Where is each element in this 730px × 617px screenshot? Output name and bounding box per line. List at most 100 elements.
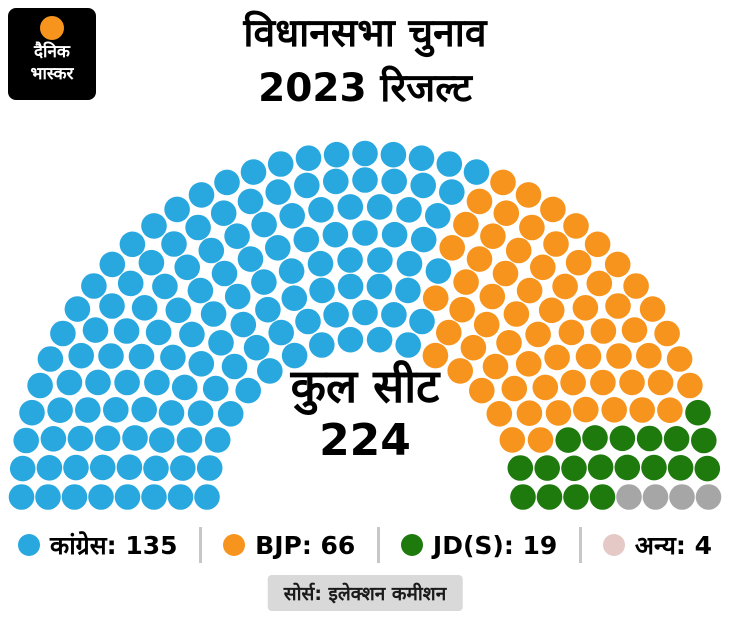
- seat-dot: [575, 343, 602, 370]
- seat-dot: [558, 319, 585, 346]
- seat-dot: [255, 296, 281, 323]
- seat-dot: [295, 308, 321, 335]
- legend-label: अन्य: 4: [634, 531, 712, 560]
- seat-dot: [493, 200, 520, 226]
- seat-dot: [224, 283, 251, 310]
- seat-dot: [565, 249, 592, 276]
- seat-dot: [619, 369, 645, 396]
- seat-dot: [171, 374, 198, 401]
- seat-dot: [267, 151, 294, 177]
- seat-dot: [295, 145, 322, 171]
- legend-dot: [18, 534, 40, 556]
- seat-dot: [8, 484, 35, 510]
- seat-dot: [422, 285, 449, 312]
- seat-dot: [64, 296, 91, 322]
- seat-dot: [281, 285, 308, 312]
- seat-dot: [40, 426, 67, 452]
- seat-dot: [601, 397, 627, 423]
- seat-dot: [164, 196, 190, 223]
- seat-dot: [75, 397, 101, 423]
- seat-dot: [466, 188, 493, 215]
- seat-dot: [616, 484, 642, 510]
- legend-item: कांग्रेस: 135: [18, 528, 178, 562]
- seat-dot: [503, 301, 530, 327]
- seat-dot: [141, 213, 167, 239]
- seat-dot: [663, 426, 690, 452]
- seat-dot: [501, 375, 528, 402]
- dainik-bhaskar-logo: दैनिक भास्कर: [8, 8, 96, 100]
- seat-dot: [9, 455, 36, 482]
- seat-dot: [235, 377, 261, 404]
- seat-dot: [188, 351, 215, 377]
- seat-dot: [560, 369, 586, 396]
- seat-dot: [425, 258, 452, 284]
- seat-dot: [309, 332, 335, 358]
- seat-dot: [36, 455, 63, 481]
- seat-dot: [544, 344, 570, 371]
- seat-dot: [61, 484, 88, 510]
- seat-dot: [536, 484, 563, 510]
- seat-dot: [408, 145, 435, 171]
- seat-dot: [381, 168, 408, 195]
- seat-dot: [240, 159, 267, 185]
- seat-dot: [410, 226, 437, 253]
- seat-dot: [482, 353, 509, 380]
- seat-dot: [604, 251, 631, 278]
- seat-dot: [337, 194, 364, 220]
- seat-dot: [543, 231, 569, 257]
- legend-label: कांग्रेस: 135: [50, 531, 178, 560]
- seat-dot: [152, 273, 178, 300]
- seat-dot: [265, 235, 291, 261]
- seat-dot: [210, 200, 237, 226]
- seat-dot: [410, 172, 437, 199]
- seat-dot: [68, 342, 94, 369]
- seat-dot: [337, 247, 363, 273]
- logo-text-line1: दैनिक: [34, 42, 70, 62]
- seat-dot: [170, 455, 196, 481]
- seat-dot: [50, 320, 76, 347]
- seat-dot: [352, 167, 378, 193]
- seat-dot: [466, 246, 493, 272]
- seat-dot: [636, 425, 663, 452]
- seat-dot: [636, 342, 662, 369]
- seat-dot: [505, 237, 532, 264]
- seat-dot: [237, 188, 264, 215]
- seat-dot: [131, 396, 157, 423]
- seat-dot: [422, 342, 449, 369]
- seat-dot: [237, 246, 264, 272]
- seat-dot: [395, 277, 421, 304]
- seat-dot: [694, 455, 721, 482]
- seat-dot: [188, 182, 215, 208]
- legend-dot: [223, 534, 246, 556]
- total-seats-text: कुल सीट: [290, 359, 440, 413]
- seat-dot: [211, 260, 238, 287]
- seat-dot: [530, 254, 556, 281]
- seat-dot: [587, 454, 614, 481]
- seat-dot: [525, 321, 551, 348]
- seat-dot: [540, 196, 566, 223]
- seat-dot: [499, 427, 526, 453]
- seat-dot: [447, 358, 474, 384]
- seat-dot: [268, 319, 295, 346]
- seat-dot: [187, 277, 214, 304]
- seat-dot: [572, 295, 599, 321]
- seat-dot: [463, 159, 490, 185]
- seat-dot: [396, 197, 422, 223]
- seat-dot: [480, 223, 506, 249]
- seat-dot: [56, 369, 83, 396]
- seat-dot: [279, 203, 306, 229]
- seat-dot: [243, 334, 270, 361]
- seat-dot: [221, 353, 248, 380]
- seat-dot: [145, 319, 172, 346]
- seat-dot: [103, 397, 129, 423]
- source-label: सोर्स: इलेक्शन कमीशन: [267, 575, 463, 611]
- seat-dot: [214, 169, 240, 196]
- seat-dot: [449, 296, 475, 323]
- seat-dot: [439, 179, 465, 205]
- seat-dot: [352, 220, 378, 246]
- seat-dot: [642, 484, 669, 510]
- seat-dot: [666, 346, 693, 372]
- seat-dot: [366, 326, 393, 353]
- seat-dot: [94, 425, 121, 452]
